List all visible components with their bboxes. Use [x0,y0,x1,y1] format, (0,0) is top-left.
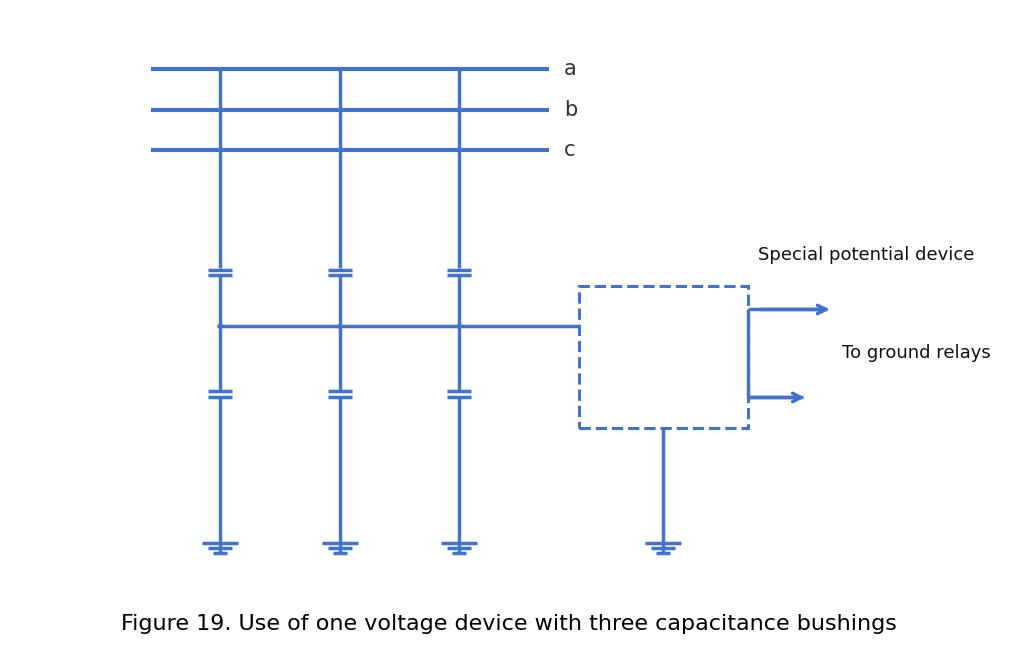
Text: a: a [564,59,577,79]
Text: c: c [564,140,575,160]
Circle shape [218,325,223,328]
Text: Special potential device: Special potential device [758,246,974,264]
Text: To ground relays: To ground relays [843,344,991,362]
Text: Figure 19. Use of one voltage device with three capacitance bushings: Figure 19. Use of one voltage device wit… [121,614,897,634]
Circle shape [337,325,342,328]
Circle shape [457,325,462,328]
Text: b: b [564,99,577,120]
